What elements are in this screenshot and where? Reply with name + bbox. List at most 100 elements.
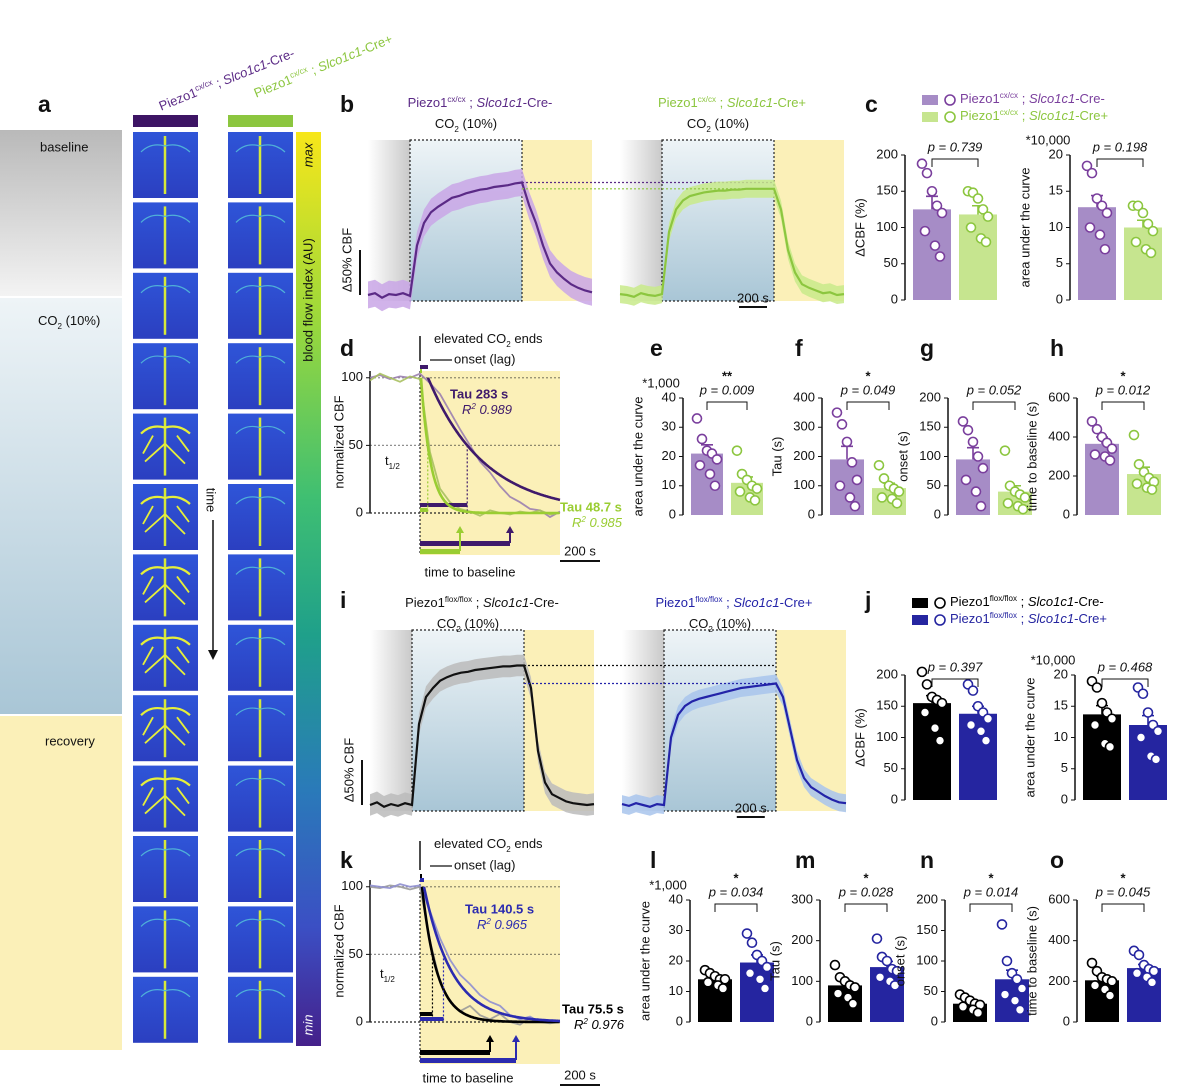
- panel-a: a baseline recovery time blood flow inde…: [0, 91, 321, 1050]
- legend-label: Piezo1cx/cx ; Slco1c1-Cre+: [960, 108, 1108, 124]
- y-axis-label: ΔCBF (%): [852, 708, 867, 767]
- text-run: 2: [506, 845, 511, 854]
- data-point: [847, 998, 859, 1010]
- time-label: time: [204, 488, 219, 513]
- data-point: [926, 185, 938, 197]
- scale-label: Δ50% CBF: [339, 228, 354, 292]
- r2-label: R2 0.976: [574, 1017, 625, 1033]
- co2-window: [661, 139, 775, 302]
- data-point: [921, 167, 933, 179]
- sem-band: [622, 674, 846, 816]
- text-run: ;: [211, 74, 227, 92]
- bar: [1124, 227, 1162, 300]
- y-tick-label: 30: [669, 922, 683, 937]
- panel-letter: c: [865, 91, 878, 117]
- y-tick-label: 200: [1048, 973, 1070, 988]
- significance-stars: *: [865, 368, 871, 383]
- data-point: [829, 959, 841, 971]
- colorbar-max: max: [300, 142, 315, 167]
- data-point: [751, 483, 763, 494]
- text-run: cx/cx: [1000, 108, 1018, 117]
- trace-line: [619, 187, 845, 298]
- fit-curve: [420, 886, 560, 1024]
- text-run: 2: [454, 125, 459, 134]
- vessel: [140, 566, 191, 576]
- axis-multiplier: *1,000: [649, 877, 687, 892]
- phase-label: baseline: [40, 139, 88, 154]
- data-point: [1089, 719, 1101, 731]
- data-trace: [369, 883, 561, 1023]
- onset-bar: [420, 874, 422, 878]
- data-point: [749, 495, 761, 506]
- data-point: [1133, 458, 1145, 470]
- data-point: [929, 240, 941, 251]
- y-tick-label: 50: [924, 983, 938, 998]
- data-point: [696, 433, 708, 445]
- y-axis-label: onset (s): [892, 936, 907, 987]
- text-run: 2: [708, 625, 713, 634]
- text-run: (10%): [62, 313, 100, 328]
- vessel: [235, 989, 286, 998]
- text-run: Slco1c1: [1029, 91, 1075, 106]
- data-point: [844, 492, 856, 503]
- data-point: [1084, 222, 1096, 233]
- data-point: [1017, 503, 1029, 515]
- p-value: p = 0.034: [708, 884, 764, 899]
- bar: [913, 209, 951, 300]
- trace-line: [369, 664, 595, 809]
- axis-multiplier: *1,000: [642, 375, 680, 390]
- y-axis-label: area under the curve: [630, 397, 645, 517]
- r2-label: R2 0.985: [572, 515, 623, 531]
- data-point: [931, 200, 943, 212]
- data-point: [1137, 688, 1149, 700]
- y-tick-label: 50: [349, 437, 363, 452]
- vessel: [235, 285, 286, 294]
- legend-marker: [944, 111, 956, 123]
- data-point: [1146, 484, 1158, 495]
- data-point: [1096, 697, 1108, 709]
- baseline-region: [368, 140, 410, 301]
- data-point: [1150, 754, 1162, 765]
- scale-label: Δ50% CBF: [341, 738, 356, 802]
- data-point: [849, 500, 861, 512]
- y-tick-label: 200: [916, 891, 938, 906]
- panel-letter: b: [340, 91, 354, 117]
- y-tick-label: 10: [1049, 219, 1063, 234]
- panel-letter: e: [650, 335, 663, 361]
- significance-bracket: [931, 158, 979, 167]
- vessel: [142, 787, 190, 817]
- y-tick-label: 20: [669, 952, 683, 967]
- text-run: elevated CO: [434, 331, 506, 346]
- text-run: 2: [506, 340, 511, 349]
- arrow-head: [512, 1035, 520, 1042]
- y-tick-label: 400: [1048, 932, 1070, 947]
- data-point: [929, 722, 941, 734]
- y-axis-label: Tau (s): [769, 437, 784, 477]
- phase-label: CO2 (10%): [38, 313, 100, 330]
- panel-letter: f: [795, 335, 803, 361]
- text-run: Slco1c1: [1028, 611, 1074, 626]
- text-run: cx/cx: [698, 95, 716, 104]
- data-point: [980, 735, 992, 746]
- data-point: [996, 919, 1008, 930]
- scale-label: 200 s: [737, 290, 769, 305]
- data-point: [921, 679, 933, 690]
- y-tick-label: 100: [791, 973, 813, 988]
- y-tick-label: 100: [876, 729, 898, 744]
- y-tick-label: 50: [927, 477, 941, 492]
- y-tick-label: 100: [341, 369, 363, 384]
- data-point: [1104, 741, 1116, 753]
- data-point: [1148, 965, 1160, 977]
- y-tick-label: 20: [662, 448, 676, 463]
- vessel: [235, 777, 286, 787]
- significance-stars: *: [863, 870, 869, 885]
- y-tick-label: 200: [1048, 467, 1070, 482]
- co2-label: CO2 (10%): [687, 116, 749, 133]
- data-point: [936, 697, 948, 709]
- sem-band: [368, 169, 592, 312]
- text-run: 0.989: [476, 402, 512, 417]
- text-run: Slco1c1: [483, 595, 529, 610]
- data-point: [704, 468, 716, 480]
- significance-bracket: [1101, 401, 1145, 410]
- significance-stars: *: [1120, 368, 1126, 383]
